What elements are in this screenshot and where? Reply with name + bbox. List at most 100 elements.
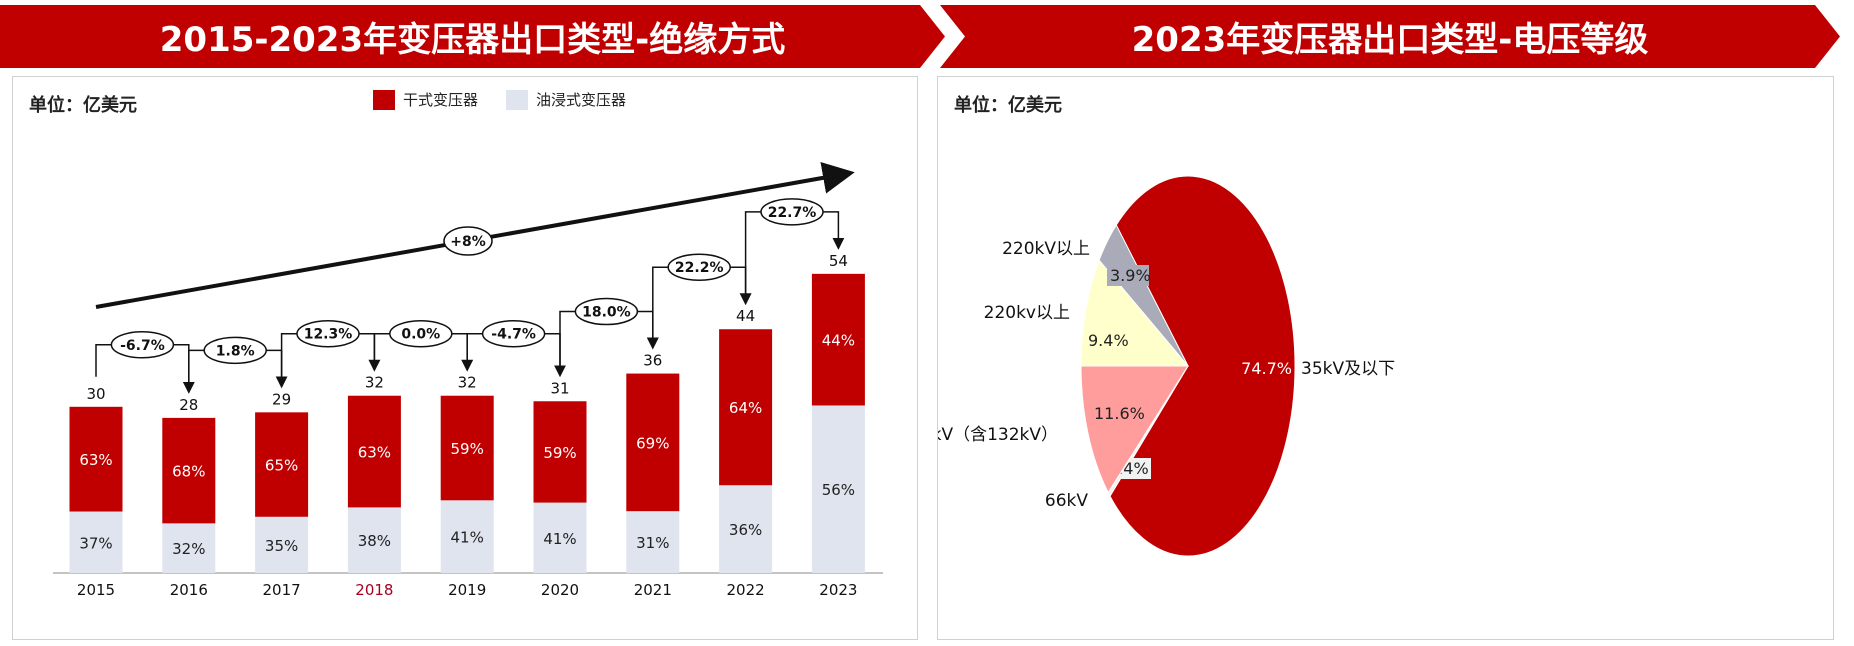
growth-label: 12.3%	[304, 327, 353, 343]
pie-value-label: 3.9%	[1110, 266, 1151, 285]
pie-slice-0	[1109, 175, 1296, 557]
growth-bubble	[574, 297, 639, 326]
legend-swatch-dry	[373, 89, 395, 110]
dry-share-label: 44%	[822, 332, 855, 350]
pie-category-label: 110kV（含132kV）	[938, 425, 1058, 445]
total-label: 36	[643, 352, 662, 370]
growth-label: 22.2%	[675, 260, 724, 276]
year-label-2017: 2017	[263, 581, 301, 599]
growth-bubble	[481, 319, 546, 348]
bar-dry-2020	[533, 401, 587, 503]
legend-swatch-oil	[506, 89, 529, 110]
total-label: 32	[458, 374, 477, 392]
pie-category-label: 35kV及以下	[1301, 359, 1395, 379]
total-label: 30	[86, 385, 105, 403]
bar-dry-2015	[69, 406, 123, 512]
bar-oil-2016	[162, 523, 216, 573]
pie-value-label: 74.7%	[1241, 359, 1292, 378]
bar-chart-panel: 单位：亿美元 干式变压器 油浸式变压器 63% 37% 30 2015 68% 32% 28…	[12, 76, 918, 640]
bar-oil-2018	[347, 507, 401, 573]
dry-share-label: 59%	[451, 440, 484, 458]
growth-bubble	[667, 253, 731, 281]
bar-oil-2022	[719, 485, 773, 573]
dry-share-label: 63%	[358, 444, 391, 462]
trend-label: +8%	[450, 234, 486, 250]
value-label-bg	[1107, 265, 1149, 286]
bar-oil-2023	[811, 405, 865, 573]
legend-label: 油浸式变压器	[536, 91, 627, 109]
legend-item-dry: 干式变压器	[373, 89, 478, 110]
bar-dry-2017	[255, 412, 309, 517]
left-title-banner: 2015-2023年变压器出口类型-绝缘方式	[0, 5, 945, 68]
bar-oil-2015	[69, 511, 123, 573]
dry-share-label: 69%	[636, 434, 669, 452]
pie-value-label: 9.4%	[1088, 331, 1129, 350]
bar-oil-2019	[440, 500, 494, 573]
dry-share-label: 59%	[543, 444, 576, 462]
pie-chart: 74.7%35kV及以下0.4%66kV11.6%110kV（含132kV）9.…	[938, 175, 1395, 557]
bar-dry-2021	[626, 373, 680, 512]
year-label-2022: 2022	[727, 581, 765, 599]
growth-bubble	[760, 198, 824, 226]
growth-label: 22.7%	[768, 205, 817, 221]
total-label: 29	[272, 390, 291, 408]
oil-share-label: 36%	[729, 521, 762, 539]
year-label-2019: 2019	[448, 581, 486, 599]
total-label: 31	[550, 379, 569, 397]
pie-chart-panel: 单位：亿美元 74.7%35kV及以下0.4%66kV11.6%110kV（含1…	[937, 76, 1834, 640]
pie-slice-4	[1098, 224, 1189, 367]
bar-dry-2023	[811, 273, 865, 406]
year-label-2015: 2015	[77, 581, 115, 599]
oil-share-label: 31%	[636, 534, 669, 552]
bar-dry-2018	[347, 395, 401, 508]
right-title: 2023年变压器出口类型-电压等级	[1131, 20, 1649, 60]
growth-label: 18.0%	[582, 305, 631, 321]
bar-oil-2021	[626, 511, 680, 573]
dry-share-label: 65%	[265, 457, 298, 475]
pie-slice-3	[1080, 259, 1190, 367]
pie-category-label: 220kV以上	[1002, 239, 1090, 259]
total-label: 32	[365, 374, 384, 392]
growth-label: 0.0%	[401, 327, 440, 343]
bar-oil-2020	[533, 502, 587, 573]
year-label-2016: 2016	[170, 581, 208, 599]
year-label-2020: 2020	[541, 581, 579, 599]
dry-share-label: 63%	[79, 451, 112, 469]
oil-share-label: 41%	[543, 530, 576, 548]
right-title-banner: 2023年变压器出口类型-电压等级	[940, 5, 1840, 68]
total-label: 54	[829, 252, 848, 270]
bar-oil-2017	[255, 516, 309, 573]
oil-share-label: 37%	[79, 534, 112, 552]
dry-share-label: 64%	[729, 399, 762, 417]
dry-share-label: 68%	[172, 463, 205, 481]
pie-slice-2	[1080, 365, 1189, 494]
year-label-2018: 2018	[355, 581, 393, 599]
bar-dry-2022	[719, 329, 773, 486]
legend: 干式变压器 油浸式变压器	[373, 89, 654, 110]
unit-label: 单位：亿美元	[29, 95, 137, 116]
growth-bubble	[296, 319, 360, 348]
unit-label: 单位：亿美元	[954, 95, 1062, 116]
oil-share-label: 56%	[822, 481, 855, 499]
growth-bubble	[203, 336, 267, 365]
pie-value-label: 11.6%	[1094, 404, 1145, 423]
left-title: 2015-2023年变压器出口类型-绝缘方式	[159, 20, 786, 60]
legend-label: 干式变压器	[403, 91, 479, 109]
oil-share-label: 35%	[265, 537, 298, 555]
growth-label: 1.8%	[216, 343, 255, 359]
total-label: 44	[736, 307, 755, 325]
oil-share-label: 32%	[172, 540, 205, 558]
oil-share-label: 38%	[358, 532, 391, 550]
bar-dry-2019	[440, 395, 494, 501]
total-label: 28	[179, 396, 198, 414]
legend-item-oil: 油浸式变压器	[506, 89, 626, 110]
pie-category-label: 220kv以上	[984, 303, 1070, 323]
bar-dry-2016	[162, 417, 216, 524]
growth-bubble	[110, 331, 175, 359]
year-label-2021: 2021	[634, 581, 672, 599]
year-label-2023: 2023	[819, 581, 857, 599]
bar-chart: 63% 37% 30 2015 68% 32% 28 2016 65% 35% 29 2017 63% 3…	[53, 162, 883, 599]
trend-label-bubble	[443, 226, 493, 256]
growth-label: -6.7%	[120, 338, 165, 354]
oil-share-label: 41%	[451, 529, 484, 547]
